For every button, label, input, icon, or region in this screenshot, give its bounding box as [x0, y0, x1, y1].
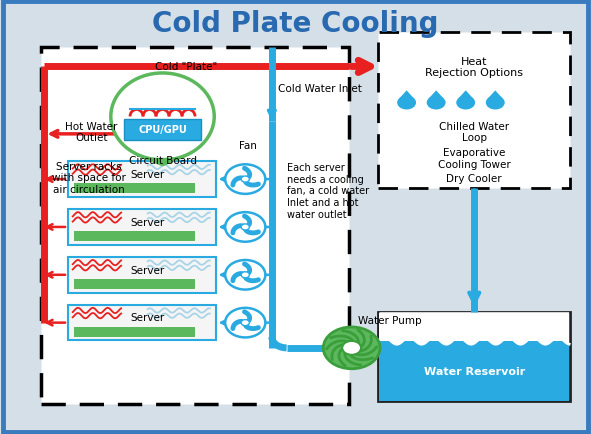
Circle shape: [456, 96, 475, 110]
Ellipse shape: [111, 74, 214, 161]
Polygon shape: [429, 91, 443, 99]
Bar: [378, 33, 570, 189]
Circle shape: [241, 224, 249, 230]
Circle shape: [225, 308, 265, 338]
Text: Server: Server: [131, 217, 165, 227]
Bar: [74, 184, 195, 194]
Circle shape: [225, 213, 265, 242]
Bar: [68, 210, 216, 245]
Text: Server: Server: [131, 170, 165, 179]
Text: Server: Server: [131, 313, 165, 322]
Text: Fan: Fan: [239, 141, 257, 151]
Circle shape: [323, 327, 380, 369]
Text: Heat
Rejection Options: Heat Rejection Options: [426, 56, 523, 78]
Text: Cold Plate Cooling: Cold Plate Cooling: [152, 10, 439, 38]
Text: Server: Server: [131, 265, 165, 275]
Circle shape: [342, 341, 361, 355]
Circle shape: [225, 260, 265, 290]
Text: Water Pump: Water Pump: [358, 315, 421, 325]
Bar: [74, 327, 195, 337]
Text: Server racks
with space for
air circulation: Server racks with space for air circulat…: [51, 161, 125, 194]
Text: Hot Water
Outlet: Hot Water Outlet: [66, 122, 118, 143]
Polygon shape: [400, 91, 414, 99]
Polygon shape: [459, 91, 473, 99]
Text: Cold Water Inlet: Cold Water Inlet: [278, 84, 362, 94]
Bar: [124, 119, 201, 141]
Bar: [379, 313, 569, 341]
Circle shape: [241, 320, 249, 326]
Bar: [41, 48, 349, 404]
Bar: [68, 257, 216, 293]
Polygon shape: [142, 158, 183, 167]
Text: Chilled Water
Loop: Chilled Water Loop: [439, 122, 509, 143]
Bar: [74, 231, 195, 242]
Circle shape: [241, 177, 249, 183]
Text: Each server
needs a cooling
fan, a cold water
Inlet and a hot
water outlet: Each server needs a cooling fan, a cold …: [287, 163, 369, 219]
Text: Water Reservoir: Water Reservoir: [424, 366, 525, 376]
Polygon shape: [379, 312, 569, 345]
Text: Cold "Plate": Cold "Plate": [155, 62, 217, 72]
Circle shape: [241, 272, 249, 278]
Circle shape: [225, 165, 265, 194]
Bar: [379, 340, 569, 401]
Circle shape: [486, 96, 505, 110]
Polygon shape: [488, 91, 502, 99]
Bar: [68, 305, 216, 341]
Text: Dry Cooler: Dry Cooler: [446, 174, 502, 184]
Circle shape: [397, 96, 416, 110]
Circle shape: [427, 96, 446, 110]
Bar: [378, 312, 570, 401]
Bar: [68, 162, 216, 197]
Text: CPU/GPU: CPU/GPU: [138, 125, 187, 135]
Text: Evaporative
Cooling Tower: Evaporative Cooling Tower: [438, 148, 511, 169]
Bar: [74, 279, 195, 289]
Text: Circuit Board: Circuit Board: [128, 156, 197, 165]
